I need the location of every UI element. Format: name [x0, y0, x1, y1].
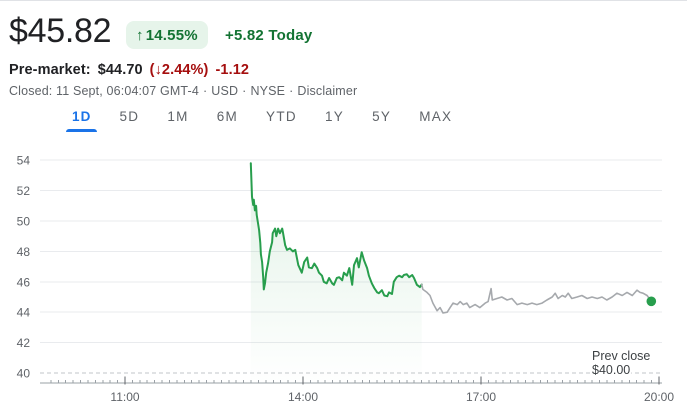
stock-price: $45.82 [9, 12, 112, 50]
tab-max[interactable]: MAX [419, 109, 453, 124]
y-axis-label: 48 [17, 245, 31, 259]
market-status-row: Closed: 11 Sept, 06:04:07 GMT-4 · USD · NYSE… [9, 84, 357, 98]
premarket-absolute: -1.12 [215, 62, 250, 78]
y-axis-label: 52 [17, 184, 31, 198]
tab-5y[interactable]: 5Y [372, 109, 392, 124]
latest-price-dot [646, 296, 657, 307]
market-status-text: Closed: 11 Sept, 06:04:07 GMT-4 [9, 84, 199, 98]
x-axis-label: 14:00 [288, 390, 318, 404]
regular-hours-area-fill [250, 163, 422, 383]
exchange-label: NYSE [250, 84, 286, 98]
price-line-regular-hours [249, 162, 423, 298]
top-divider [0, 0, 687, 1]
tab-1d[interactable]: 1D [62, 106, 101, 136]
prev-close-value: $40.00 [592, 363, 630, 377]
change-percent-value: 14.55% [145, 26, 198, 44]
y-axis-label: 44 [17, 306, 31, 320]
tab-5d[interactable]: 5D [119, 109, 140, 124]
change-percent-badge: ↑ 14.55% [126, 21, 208, 49]
premarket-label: Pre-market: [9, 62, 91, 78]
x-axis-label: 17:00 [466, 390, 496, 404]
arrow-up-icon: ↑ [136, 26, 144, 44]
price-line-after-hours [420, 283, 653, 314]
change-period-label: Today [268, 27, 313, 44]
premarket-price: $44.70 [97, 62, 143, 78]
separator-dot: · [202, 84, 208, 98]
separator-dot: · [242, 84, 247, 98]
disclaimer-link[interactable]: Disclaimer [297, 84, 358, 98]
prev-close-label: Prev close [592, 349, 650, 363]
tab-6m[interactable]: 6M [216, 109, 239, 124]
active-tab-underline [66, 129, 98, 132]
x-axis-label: 20:00 [644, 390, 674, 404]
premarket-row: Pre-market: $44.70 (↓2.44%) -1.12 [9, 62, 249, 78]
range-tabs: 1D 5D 1M 6M YTD 1Y 5Y MAX [62, 106, 470, 136]
tab-1m[interactable]: 1M [167, 109, 189, 124]
tab-1y[interactable]: 1Y [324, 109, 345, 124]
tab-ytd[interactable]: YTD [266, 109, 297, 124]
y-axis-label: 46 [17, 275, 31, 289]
separator-dot: · [289, 84, 294, 98]
currency-label: USD [211, 84, 239, 98]
premarket-percent: (↓2.44%) [149, 62, 209, 78]
y-axis-label: 54 [17, 154, 31, 168]
x-axis-label: 11:00 [110, 390, 139, 404]
y-axis-label: 40 [17, 367, 31, 381]
change-today: +5.82 Today [225, 27, 312, 44]
y-axis-label: 42 [17, 336, 31, 350]
y-axis-label: 50 [17, 215, 31, 229]
change-absolute: +5.82 [225, 27, 264, 44]
